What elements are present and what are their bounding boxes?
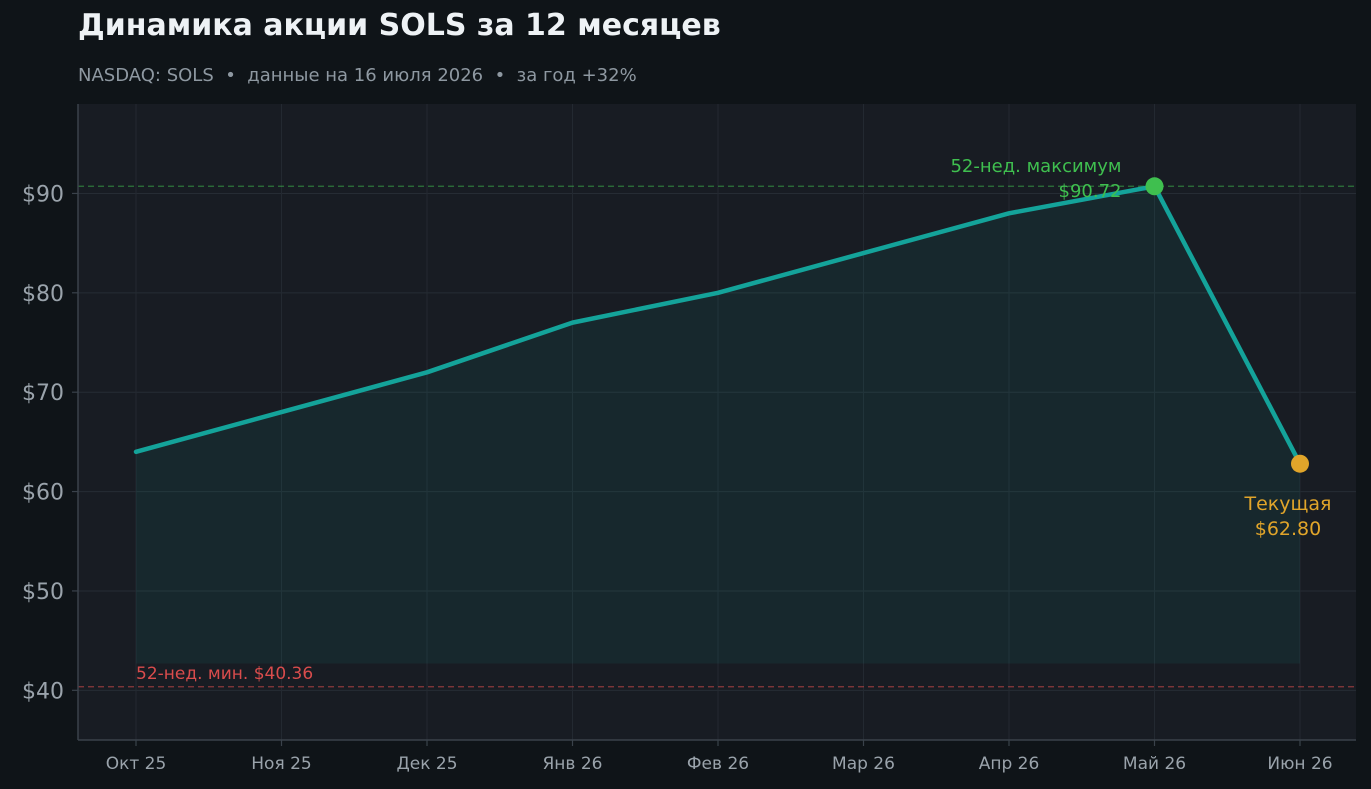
price-markers: [134, 177, 1309, 473]
data-point: [716, 291, 720, 295]
low-annotation-label: 52-нед. мин. $40.36: [136, 664, 313, 684]
grid-lines: [78, 104, 1356, 740]
x-tick-label: Апр 26: [979, 754, 1040, 774]
x-tick-label: Мар 26: [832, 754, 895, 774]
y-tick-label: $50: [22, 580, 64, 605]
x-tick-label: Май 26: [1123, 754, 1186, 774]
axes: $40 $50 $60 $70 $80 $90 Окт 25 Ноя 25 Дек 25 Янв …: [22, 104, 1356, 774]
x-tick-label: Дек 25: [396, 754, 457, 774]
y-tick-label: $40: [22, 679, 64, 704]
page-subtitle: NASDAQ: SOLS • данные на 16 июля 2026 • …: [78, 65, 637, 86]
high-annotation-label: 52-нед. максимум: [950, 156, 1121, 177]
current-annotation-value: $62.80: [1255, 518, 1321, 540]
current-annotation-label: Текущая: [1244, 493, 1332, 515]
y-tick-label: $60: [22, 481, 64, 506]
plot-background: [78, 104, 1356, 740]
price-line: [133, 184, 1303, 466]
data-point: [862, 251, 866, 255]
data-point: [571, 321, 575, 325]
data-point: [280, 410, 284, 414]
y-tick-label: $70: [22, 381, 64, 406]
high-point-marker: [1145, 177, 1164, 196]
y-tick-label: $90: [22, 182, 64, 207]
x-tick-label: Июн 26: [1267, 754, 1332, 774]
x-tick-label: Янв 26: [543, 754, 603, 774]
price-area-fill: [136, 186, 1300, 664]
data-point: [1007, 211, 1011, 215]
data-point: [134, 450, 138, 454]
high-annotation-value: $90.72: [1059, 181, 1122, 202]
data-point: [425, 370, 429, 374]
x-tick-label: Окт 25: [106, 754, 167, 774]
x-tick-label: Фев 26: [687, 754, 749, 774]
chart-labels: 52-нед. максимум $90.72 52-нед. мин. $40.3…: [136, 156, 1331, 684]
y-tick-label: $80: [22, 282, 64, 307]
page-title: Динамика акции SOLS за 12 месяцев: [78, 8, 721, 43]
current-point-marker: [1291, 454, 1309, 473]
x-tick-label: Ноя 25: [251, 754, 311, 774]
